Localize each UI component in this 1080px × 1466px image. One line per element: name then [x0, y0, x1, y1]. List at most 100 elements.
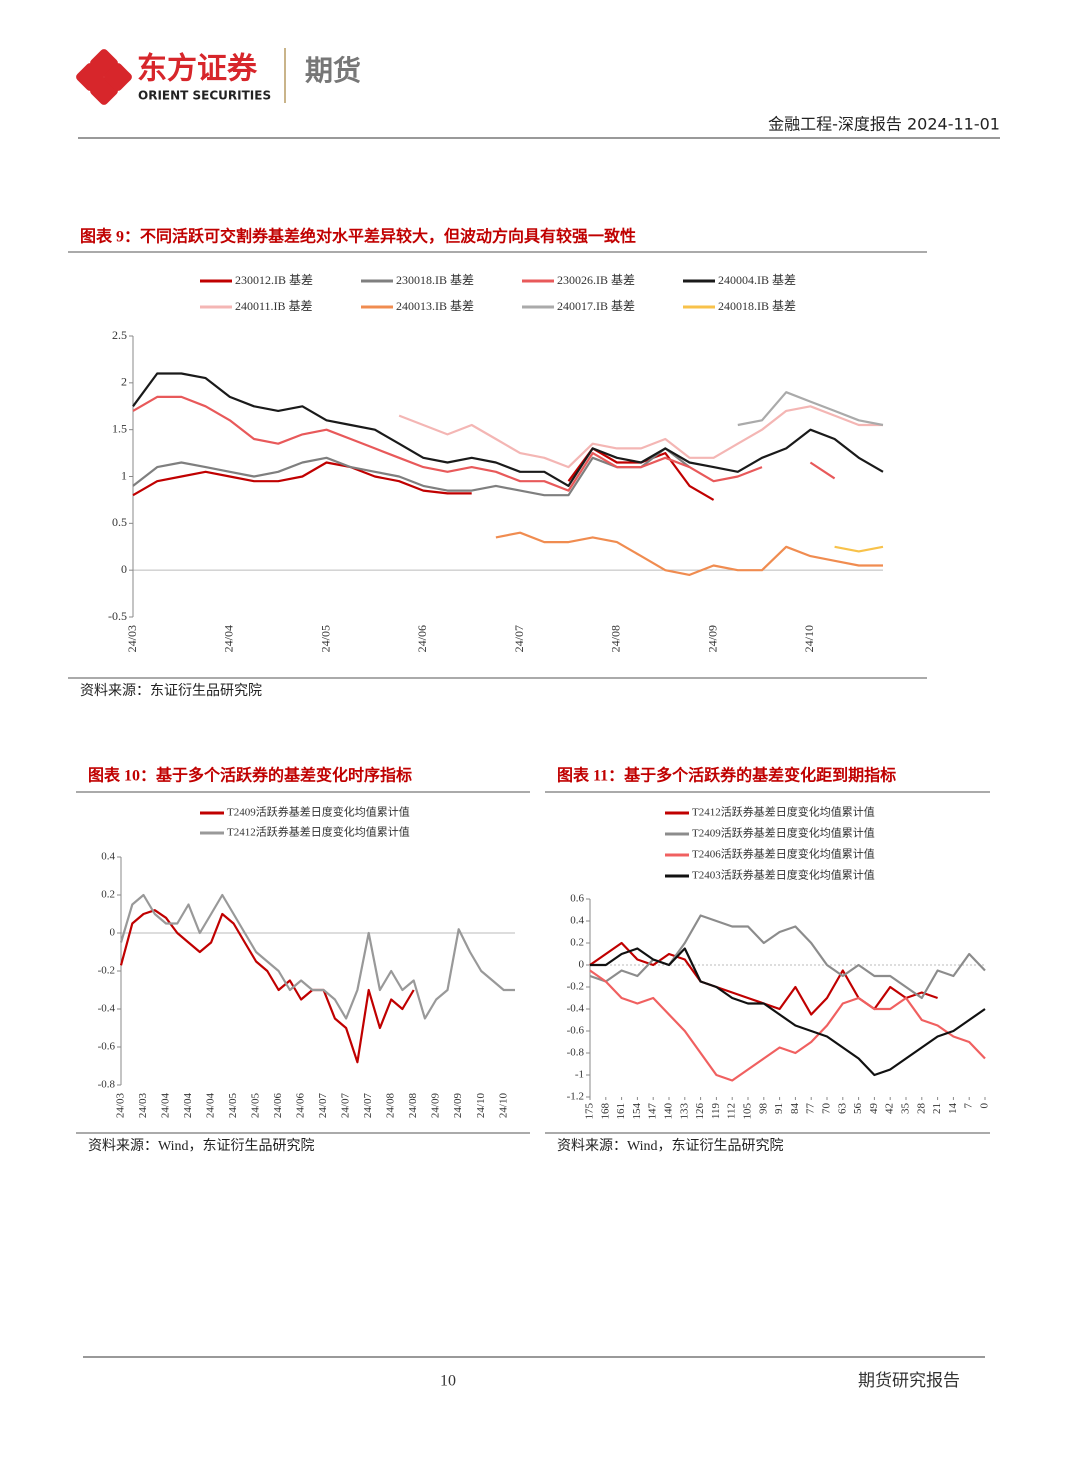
series-line [398, 405, 883, 469]
x-tick-label: 24/04 [205, 1093, 217, 1119]
x-tick-label: 105 [742, 1103, 754, 1120]
y-tick-label: -0.4 [98, 1003, 116, 1015]
x-tick-label: 24/10 [497, 1093, 509, 1119]
y-tick-label: -0.4 [567, 1003, 585, 1015]
y-tick-label: -0.2 [567, 981, 584, 993]
chart-source: 资料来源：东证衍生品研究院 [80, 683, 262, 699]
y-tick-label: 0 [110, 927, 116, 939]
x-tick-label: 14 [947, 1103, 959, 1115]
x-tick-label: 133 [678, 1103, 690, 1120]
x-tick-label: 70 [821, 1103, 833, 1115]
y-tick-label: 0.6 [570, 893, 584, 905]
x-tick-label: 24/10 [475, 1093, 487, 1119]
x-tick-label: 77 [805, 1103, 817, 1115]
legend-label: T2403活跃券基差日度变化均值累计值 [692, 868, 875, 882]
legend-label: 240018.IB 基差 [718, 299, 796, 313]
x-tick-label: 24/05 [318, 625, 332, 652]
x-tick-label: 24/07 [362, 1093, 374, 1119]
y-tick-label: 0.4 [570, 915, 584, 927]
x-tick-label: 119 [710, 1103, 722, 1120]
chart-source: 资料来源：Wind，东证衍生品研究院 [557, 1138, 784, 1154]
footer-label: 期货研究报告 [858, 1371, 960, 1390]
y-tick-label: 2 [121, 375, 127, 389]
report-label: 金融工程-深度报告 2024-11-01 [768, 115, 1000, 134]
legend-label: 230012.IB 基差 [235, 273, 313, 287]
x-tick-label: 24/10 [802, 625, 816, 652]
x-tick-label: 24/03 [137, 1093, 149, 1119]
y-tick-label: 2.5 [112, 328, 127, 342]
section: 期货 [305, 54, 361, 87]
legend-label: 240017.IB 基差 [557, 299, 635, 313]
x-tick-label: 168 [599, 1103, 611, 1120]
legend-label: 230018.IB 基差 [396, 273, 474, 287]
x-tick-label: 84 [789, 1103, 801, 1115]
x-tick-label: 112 [726, 1103, 738, 1119]
x-tick-label: 24/08 [407, 1093, 419, 1119]
x-tick-label: 24/08 [609, 625, 623, 652]
series-line [589, 969, 986, 1082]
x-tick-label: 42 [884, 1103, 896, 1114]
x-tick-label: 24/04 [222, 625, 236, 652]
x-tick-label: 24/04 [160, 1093, 172, 1119]
series-line [132, 447, 691, 497]
y-tick-label: 0.4 [101, 851, 115, 863]
y-tick-label: 0 [579, 959, 585, 971]
y-tick-label: -0.6 [98, 1041, 116, 1053]
x-tick-label: 28 [915, 1103, 927, 1115]
x-tick-label: 126 [694, 1103, 706, 1120]
legend-label: 240004.IB 基差 [718, 273, 796, 287]
x-tick-label: 0 [979, 1103, 991, 1109]
y-tick-label: -1 [575, 1069, 584, 1081]
legend-label: T2406活跃券基差日度变化均值累计值 [692, 847, 875, 861]
x-tick-label: 24/06 [272, 1093, 284, 1119]
x-tick-label: 24/08 [385, 1093, 397, 1119]
x-tick-label: 91 [773, 1103, 785, 1114]
y-tick-label: -0.2 [98, 965, 115, 977]
series-line [737, 391, 884, 427]
x-tick-label: 24/09 [705, 625, 719, 652]
y-tick-label: 0.2 [570, 937, 584, 949]
chart-title: 图表 9：不同活跃可交割券基差绝对水平差异较大，但波动方向具有较强一致性 [80, 227, 636, 246]
brand-en: ORIENT SECURITIES [138, 89, 271, 103]
x-tick-label: 56 [852, 1103, 864, 1115]
x-tick-label: 175 [584, 1103, 596, 1120]
legend-label: T2412活跃券基差日度变化均值累计值 [227, 825, 410, 839]
x-tick-label: 21 [931, 1103, 943, 1114]
x-tick-label: 35 [900, 1103, 912, 1115]
x-tick-label: 147 [647, 1103, 659, 1120]
page-number: 10 [440, 1373, 456, 1390]
x-tick-label: 24/05 [250, 1093, 262, 1119]
y-tick-label: -0.8 [98, 1079, 116, 1091]
legend-label: T2409活跃券基差日度变化均值累计值 [227, 805, 410, 819]
series-line [834, 545, 884, 553]
brand-cn: 东方证券 [137, 52, 258, 87]
y-tick-label: -0.5 [108, 609, 127, 623]
y-tick-label: 1.5 [112, 421, 127, 435]
x-tick-label: 24/05 [227, 1093, 239, 1119]
series-line [119, 893, 515, 1020]
series-line [495, 531, 883, 576]
y-tick-label: 0.5 [112, 515, 127, 529]
legend-label: 230026.IB 基差 [557, 273, 635, 287]
legend-label: T2409活跃券基差日度变化均值累计值 [692, 826, 875, 840]
x-tick-label: 24/07 [512, 625, 526, 652]
logo [76, 49, 132, 105]
legend-label: 240013.IB 基差 [396, 299, 474, 313]
y-tick-label: 0 [121, 562, 127, 576]
chart-title: 图表 11：基于多个活跃券的基差变化距到期指标 [557, 766, 896, 785]
x-tick-label: 49 [868, 1103, 880, 1115]
x-tick-label: 24/06 [415, 625, 429, 652]
x-tick-label: 63 [836, 1103, 848, 1115]
series-line [132, 447, 715, 501]
x-tick-label: 24/07 [317, 1093, 329, 1119]
x-tick-label: 24/03 [115, 1093, 127, 1119]
y-tick-label: 1 [121, 468, 127, 482]
x-tick-label: 24/03 [125, 625, 139, 652]
y-tick-label: 0.2 [101, 889, 115, 901]
legend-label: 240011.IB 基差 [235, 299, 313, 313]
x-tick-label: 24/04 [182, 1093, 194, 1119]
x-tick-label: 140 [663, 1103, 675, 1120]
y-tick-label: -0.8 [567, 1047, 585, 1059]
y-tick-label: -1.2 [567, 1091, 584, 1103]
